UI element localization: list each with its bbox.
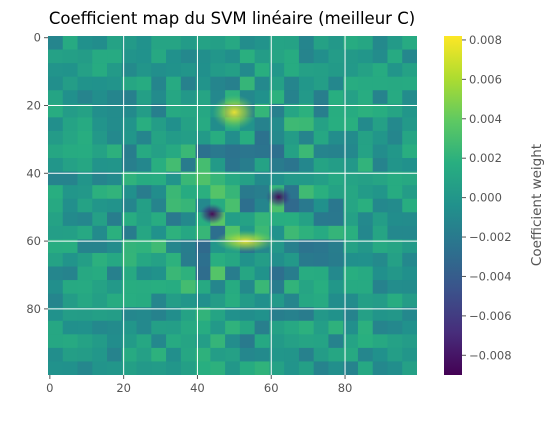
colorbar-tick-label: −0.008	[469, 348, 512, 362]
colorbar-gradient	[444, 36, 462, 375]
colorbar-ticks: 0.008 0.006 0.004 0.002 0.000 −0.002 −0.004 −0.…	[462, 33, 512, 362]
feature-right-eye	[265, 186, 292, 208]
colorbar-tick-label: −0.004	[469, 269, 512, 283]
y-axis: 0 20 40 60 80	[26, 31, 48, 316]
feature-forehead-highlight	[212, 94, 257, 130]
feature-left-eye	[199, 203, 226, 225]
colorbar-tick-label: −0.006	[469, 309, 512, 323]
x-tick-label: 0	[46, 381, 53, 395]
y-tick-label: 20	[26, 98, 41, 112]
colorbar-tick-label: 0.004	[469, 112, 502, 126]
x-axis: 0 20 40 60 80	[46, 375, 352, 395]
colorbar-tick-label: 0.000	[469, 191, 502, 205]
y-tick-label: 60	[26, 234, 41, 248]
x-tick-label: 80	[338, 381, 353, 395]
heatmap-image	[48, 36, 417, 375]
colorbar-tick-label: 0.008	[469, 33, 502, 47]
x-tick-label: 40	[190, 381, 205, 395]
colorbar-label: Coefficient weight	[529, 144, 545, 266]
x-tick-label: 20	[116, 381, 131, 395]
x-tick-label: 60	[264, 381, 279, 395]
chart-title: Coefficient map du SVM linéaire (meilleu…	[49, 9, 415, 28]
colorbar-tick-label: 0.006	[469, 72, 502, 86]
y-tick-label: 0	[34, 31, 41, 45]
grid-lines	[48, 36, 417, 375]
y-tick-label: 40	[26, 166, 41, 180]
colorbar: 0.008 0.006 0.004 0.002 0.000 −0.002 −0.004 −0.…	[444, 33, 545, 375]
colorbar-tick-label: −0.002	[469, 230, 512, 244]
y-tick-label: 80	[26, 302, 41, 316]
colorbar-tick-label: 0.002	[469, 151, 502, 165]
